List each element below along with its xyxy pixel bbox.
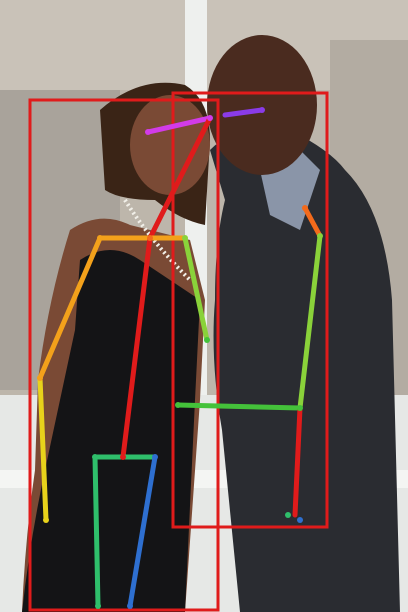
- keypoint: [92, 454, 98, 460]
- keypoint: [37, 375, 43, 381]
- pearl-necklace: [123, 198, 192, 282]
- skeleton-left-upper-arm: [37, 235, 103, 381]
- skeleton-torso-right: [292, 405, 303, 518]
- keypoint: [127, 603, 133, 609]
- keypoint: [95, 603, 101, 609]
- keypoint: [207, 115, 213, 121]
- keypoint: [297, 517, 303, 523]
- skeleton-forearm-right: [175, 402, 303, 411]
- keypoint: [259, 107, 265, 113]
- skeleton-right-upper-arm: [182, 235, 210, 343]
- skeleton-head-line: [145, 115, 213, 135]
- keypoint: [285, 512, 291, 518]
- keypoint: [152, 454, 158, 460]
- skeleton-left-leg: [92, 454, 101, 609]
- skeleton-neck: [147, 115, 213, 241]
- keypoint: [182, 235, 188, 241]
- skeleton-shoulder-right: [302, 205, 323, 239]
- keypoint: [204, 337, 210, 343]
- skeleton-upper-arm-right: [297, 233, 323, 411]
- keypoint: [317, 233, 323, 239]
- bounding-box-right-person: [171, 91, 329, 529]
- skeleton-torso: [120, 235, 153, 460]
- skeleton-left-person: [37, 115, 213, 609]
- skeleton-right-leg: [127, 454, 158, 609]
- skeleton-right-person: [175, 107, 323, 518]
- man-head: [207, 35, 317, 175]
- keypoint: [97, 235, 103, 241]
- keypoint: [120, 454, 126, 460]
- skeleton-left-forearm: [37, 375, 49, 523]
- keypoint: [147, 235, 153, 241]
- woman-dress: [22, 250, 200, 612]
- bounding-box-left-person: [28, 98, 220, 612]
- keypoints: [37, 107, 323, 609]
- keypoint: [302, 205, 308, 211]
- keypoint: [297, 405, 303, 411]
- keypoint: [145, 129, 151, 135]
- keypoint: [43, 517, 49, 523]
- keypoint: [175, 402, 181, 408]
- skeleton-head-line-right: [222, 107, 265, 118]
